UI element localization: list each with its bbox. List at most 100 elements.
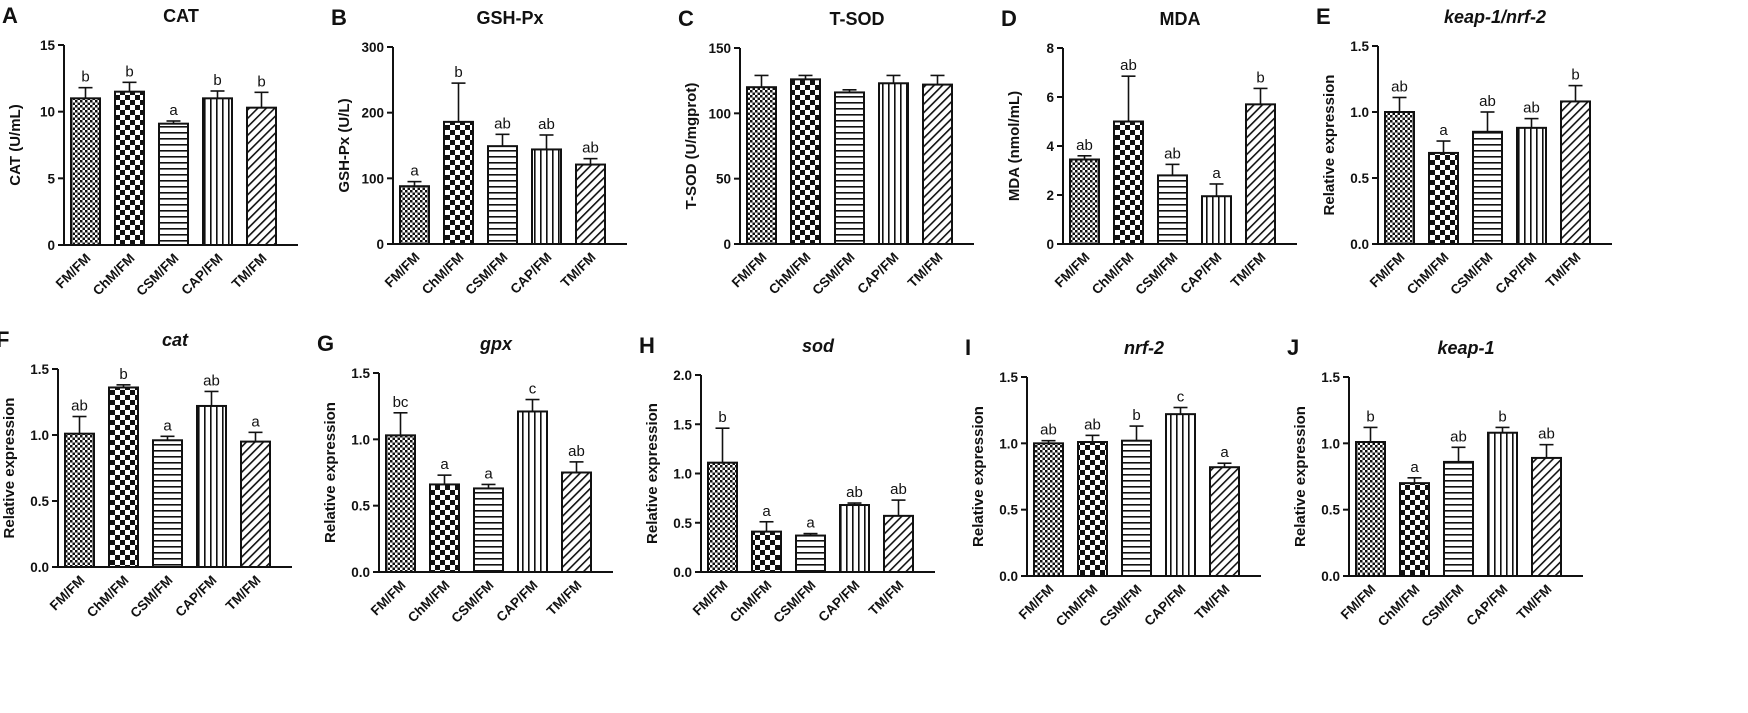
bar-fm-fm	[70, 97, 101, 247]
bar-chm-fm	[108, 386, 139, 569]
y-axis-label: Relative expression	[970, 406, 987, 547]
panel-title: keap-1	[1437, 338, 1494, 358]
y-tick-label: 0.5	[673, 516, 692, 531]
panel-title: GSH-Px	[476, 8, 543, 28]
category-label: ChM/FM	[90, 251, 138, 299]
bar-cap-fm	[196, 404, 227, 568]
category-label: CAP/FM	[178, 251, 225, 298]
significance-letter: ab	[538, 116, 555, 133]
category-label: ChM/FM	[84, 573, 132, 621]
significance-letter: ab	[568, 443, 585, 460]
category-label: ChM/FM	[1404, 250, 1452, 298]
category-label: CSM/FM	[133, 251, 181, 299]
y-axis-label: Relative expression	[322, 402, 339, 543]
category-label: CSM/FM	[1447, 250, 1495, 298]
significance-letter: b	[257, 73, 265, 90]
category-label: FM/FM	[382, 250, 423, 291]
category-label: TM/FM	[229, 251, 270, 292]
bar-fm-fm	[746, 86, 777, 245]
category-label: ChM/FM	[1375, 582, 1423, 630]
significance-letter: b	[1571, 67, 1579, 84]
category-label: TM/FM	[905, 250, 946, 291]
bar-tm-fm	[922, 83, 953, 245]
significance-letter: ab	[1450, 428, 1467, 445]
significance-letter: ab	[1084, 416, 1101, 433]
significance-letter: ab	[890, 481, 907, 498]
panel-title: T-SOD	[829, 9, 884, 29]
y-tick-label: 100	[361, 171, 384, 186]
y-tick-label: 2	[1046, 188, 1054, 203]
y-axis-label: CAT (U/mL)	[7, 104, 24, 185]
panel-label: C	[678, 6, 694, 31]
y-tick-label: 0.0	[999, 569, 1018, 584]
panel-title: MDA	[1160, 9, 1201, 29]
category-label: CSM/FM	[809, 250, 857, 298]
category-label: CAP/FM	[1492, 250, 1539, 297]
bar-chm-fm	[114, 90, 145, 246]
category-label: ChM/FM	[405, 578, 453, 626]
significance-letter: a	[410, 163, 419, 180]
significance-letter: ab	[1120, 57, 1137, 74]
bar-csm-fm	[487, 145, 518, 245]
category-label: ChM/FM	[1053, 582, 1101, 630]
category-label: TM/FM	[866, 578, 907, 619]
bar-cap-fm	[1516, 126, 1547, 245]
category-label: CAP/FM	[815, 578, 862, 625]
significance-letter: ab	[846, 484, 863, 501]
category-label: CSM/FM	[462, 250, 510, 298]
panel-label: F	[0, 327, 9, 352]
y-tick-label: 0.0	[673, 565, 692, 580]
category-label: FM/FM	[1016, 582, 1057, 623]
category-label: FM/FM	[1367, 250, 1408, 291]
category-label: ChM/FM	[419, 250, 467, 298]
bar-cap-fm	[1165, 413, 1196, 577]
significance-letter: ab	[1164, 145, 1181, 162]
y-tick-label: 10	[40, 105, 55, 120]
y-tick-label: 0	[723, 237, 731, 252]
bar-chm-fm	[429, 483, 460, 573]
significance-letter: ab	[1391, 78, 1408, 95]
category-label: TM/FM	[1514, 582, 1555, 623]
category-label: CAP/FM	[1463, 582, 1510, 629]
significance-letter: c	[529, 381, 537, 398]
bar-fm-fm	[1355, 441, 1386, 577]
y-axis-label: MDA (nmol/mL)	[1006, 91, 1023, 201]
y-tick-label: 0	[47, 238, 55, 253]
bar-cap-fm	[839, 504, 870, 573]
y-tick-label: 50	[716, 172, 731, 187]
y-tick-label: 0	[1046, 237, 1054, 252]
category-label: CAP/FM	[1141, 582, 1188, 629]
y-axis-label: T-SOD (U/mgprot)	[683, 83, 700, 210]
bar-tm-fm	[883, 514, 914, 573]
y-tick-label: 0	[376, 237, 384, 252]
category-label: TM/FM	[1543, 250, 1584, 291]
significance-letter: b	[1256, 69, 1264, 86]
significance-letter: b	[125, 63, 133, 80]
significance-letter: a	[251, 413, 260, 430]
y-tick-label: 150	[708, 41, 731, 56]
category-label: FM/FM	[729, 250, 770, 291]
y-tick-label: 0.5	[1321, 503, 1340, 518]
y-tick-label: 200	[361, 106, 384, 121]
category-label: TM/FM	[558, 250, 599, 291]
bar-tm-fm	[575, 163, 606, 245]
y-tick-label: 1.5	[1321, 370, 1340, 385]
y-tick-label: 0.0	[1350, 237, 1369, 252]
significance-letter: ab	[1076, 137, 1093, 154]
y-tick-label: 1.5	[351, 366, 370, 381]
panel-label: I	[965, 335, 971, 360]
bar-csm-fm	[1472, 130, 1503, 245]
significance-letter: ab	[203, 372, 220, 389]
y-tick-label: 4	[1046, 139, 1054, 154]
panel-b: B GSH-Px GSH-Px (U/L) 0 100 200 300 a FM/FM b ChM/…	[331, 5, 627, 298]
bar-fm-fm	[1384, 111, 1415, 245]
bar-chm-fm	[1077, 441, 1108, 577]
panel-label: E	[1316, 4, 1331, 29]
category-label: CSM/FM	[770, 578, 818, 626]
bar-tm-fm	[1245, 103, 1276, 245]
category-label: ChM/FM	[727, 578, 775, 626]
bar-fm-fm	[64, 432, 95, 568]
